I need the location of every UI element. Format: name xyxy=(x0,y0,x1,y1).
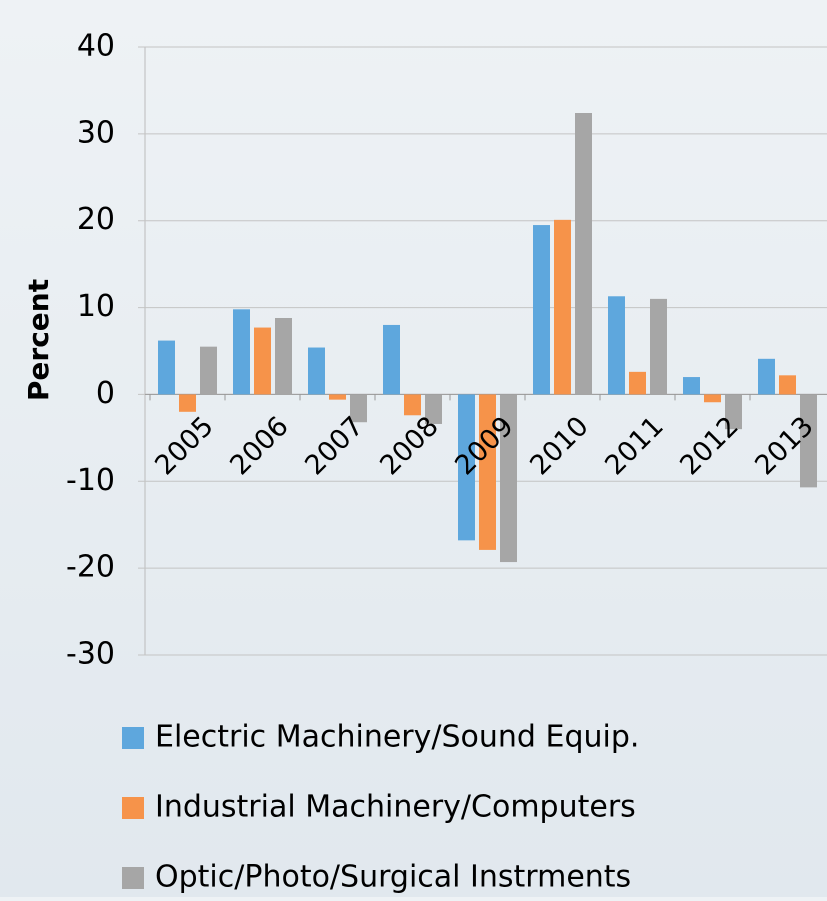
legend-label: Optic/Photo/Surgical Instrments xyxy=(155,860,631,895)
bar xyxy=(683,377,700,395)
bar xyxy=(725,394,742,430)
bar xyxy=(779,375,796,395)
x-tick-label: 2011 xyxy=(599,411,670,482)
x-tick-label: 2010 xyxy=(524,411,595,482)
bar xyxy=(158,340,175,395)
bar xyxy=(200,346,217,395)
legend-swatch xyxy=(122,867,144,889)
bar xyxy=(233,309,250,395)
bar xyxy=(704,394,721,403)
legend-label: Industrial Machinery/Computers xyxy=(155,790,636,825)
y-tick-label: 20 xyxy=(77,202,115,237)
bar xyxy=(650,298,667,395)
y-axis-label: Percent xyxy=(22,279,55,401)
legend-swatch xyxy=(122,797,144,819)
bar xyxy=(350,394,367,423)
bar xyxy=(533,225,550,395)
bar xyxy=(500,394,517,563)
bar xyxy=(800,394,817,488)
bar xyxy=(179,394,196,412)
bar xyxy=(329,394,346,400)
bar xyxy=(425,394,442,424)
x-tick-label: 2005 xyxy=(149,411,220,482)
legend-label: Electric Machinery/Sound Equip. xyxy=(155,720,639,755)
y-tick-label: 10 xyxy=(77,289,115,324)
y-tick-label: 0 xyxy=(96,376,115,411)
bar xyxy=(608,296,625,395)
bar xyxy=(254,327,271,395)
bar xyxy=(458,394,475,541)
y-tick-label: 40 xyxy=(77,29,115,64)
y-tick-label: -30 xyxy=(66,637,115,672)
bar xyxy=(404,394,421,416)
y-tick-label: 30 xyxy=(77,115,115,150)
y-tick-label: -10 xyxy=(66,463,115,498)
bar xyxy=(308,347,325,395)
bar xyxy=(554,219,571,395)
x-tick-label: 2006 xyxy=(224,411,295,482)
y-tick-label: -20 xyxy=(66,550,115,585)
bar xyxy=(575,113,592,395)
bar xyxy=(479,394,496,550)
bar xyxy=(383,324,400,395)
legend-swatch xyxy=(122,727,144,749)
bar xyxy=(758,358,775,395)
bar xyxy=(275,317,292,395)
bar xyxy=(629,371,646,395)
